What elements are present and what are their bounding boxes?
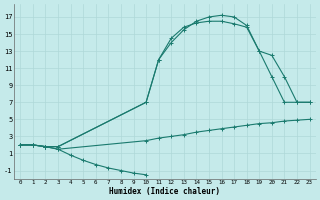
X-axis label: Humidex (Indice chaleur): Humidex (Indice chaleur) (109, 187, 220, 196)
